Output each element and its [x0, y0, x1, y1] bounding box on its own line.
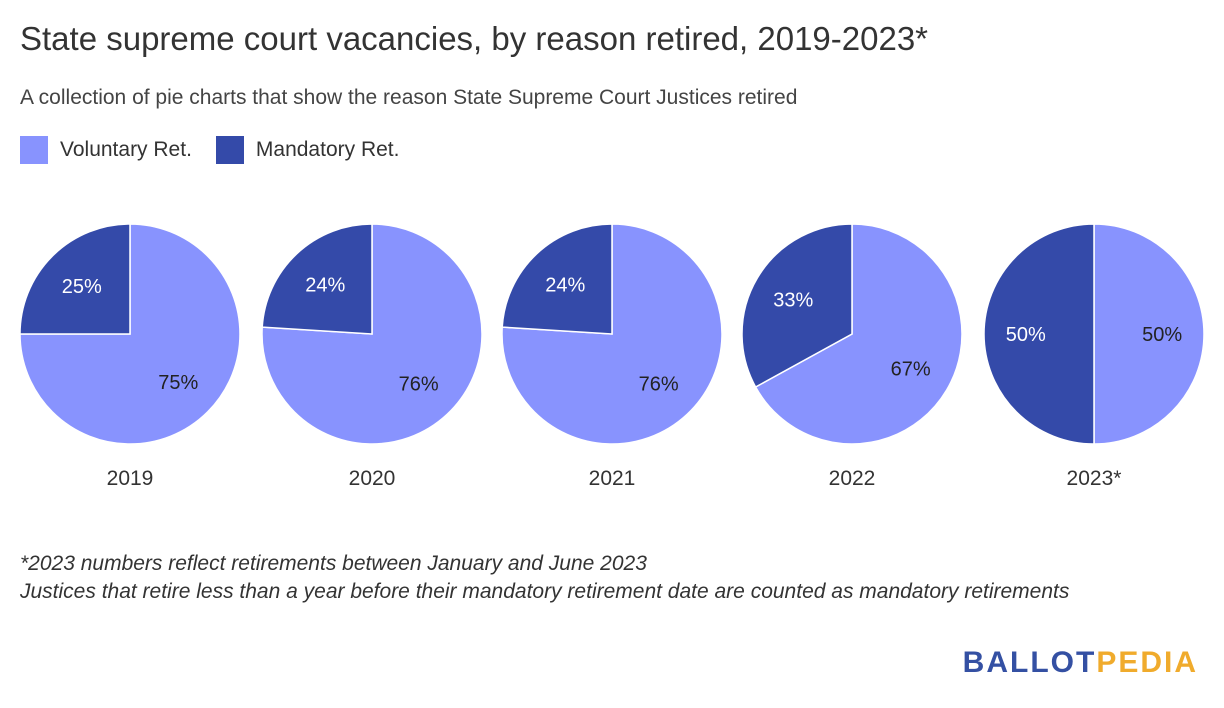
pie-value-label: 50%: [1006, 324, 1046, 346]
legend-label-voluntary: Voluntary Ret.: [60, 138, 192, 161]
pie-value-label: 76%: [399, 374, 439, 396]
pie-value-label: 76%: [639, 374, 679, 396]
pie-2023: 50% 50% 2023*: [983, 223, 1205, 490]
pie-value-label: 25%: [62, 276, 102, 298]
pie-year-label: 2021: [589, 467, 636, 490]
chart-subtitle: A collection of pie charts that show the…: [20, 86, 798, 109]
pie-value-label: 67%: [891, 359, 931, 381]
footnotes: *2023 numbers reflect retirements betwee…: [20, 550, 1120, 606]
legend-item-mandatory: Mandatory Ret.: [215, 136, 400, 164]
pie-value-label: 24%: [545, 274, 585, 296]
pie-value-label: 24%: [305, 274, 345, 296]
legend-item-voluntary: Voluntary Ret.: [20, 136, 192, 164]
pie-value-label: 33%: [773, 289, 813, 311]
ballotpedia-logo: BALLOTPEDIA: [963, 646, 1198, 680]
legend-label-mandatory: Mandatory Ret.: [255, 138, 400, 161]
pie-year-label: 2023*: [1067, 467, 1122, 490]
pie-slice-mandatory: [741, 223, 853, 389]
pie-value-label: 50%: [1142, 324, 1182, 346]
logo-pedia: PEDIA: [1096, 646, 1198, 679]
chart-title: State supreme court vacancies, by reason…: [20, 20, 929, 57]
legend: Voluntary Ret. Mandatory Ret.: [20, 136, 423, 164]
pie-slice-mandatory: [261, 223, 373, 335]
legend-swatch-voluntary: [20, 136, 48, 164]
pie-year-label: 2019: [107, 467, 154, 490]
pie-value-label: 75%: [158, 372, 198, 394]
pie-slice-mandatory: [983, 223, 1095, 445]
footnote-2023: *2023 numbers reflect retirements betwee…: [20, 552, 647, 575]
footnote-mandatory: Justices that retire less than a year be…: [20, 580, 1070, 603]
pie-2020: 76% 24% 2020: [261, 223, 483, 490]
pie-2021: 76% 24% 2021: [501, 223, 723, 490]
pie-slice-voluntary: [1093, 223, 1205, 445]
pie-2022: 67% 33% 2022: [741, 223, 963, 490]
pie-2019: 75% 25% 2019: [19, 223, 241, 490]
pie-slice-mandatory: [19, 223, 131, 335]
pie-slice-voluntary: [754, 223, 963, 445]
pie-year-label: 2020: [349, 467, 396, 490]
logo-ballot: BALLOT: [962, 646, 1097, 679]
legend-swatch-mandatory: [215, 136, 244, 164]
pie-slice-mandatory: [501, 223, 613, 335]
pie-year-label: 2022: [829, 467, 876, 490]
